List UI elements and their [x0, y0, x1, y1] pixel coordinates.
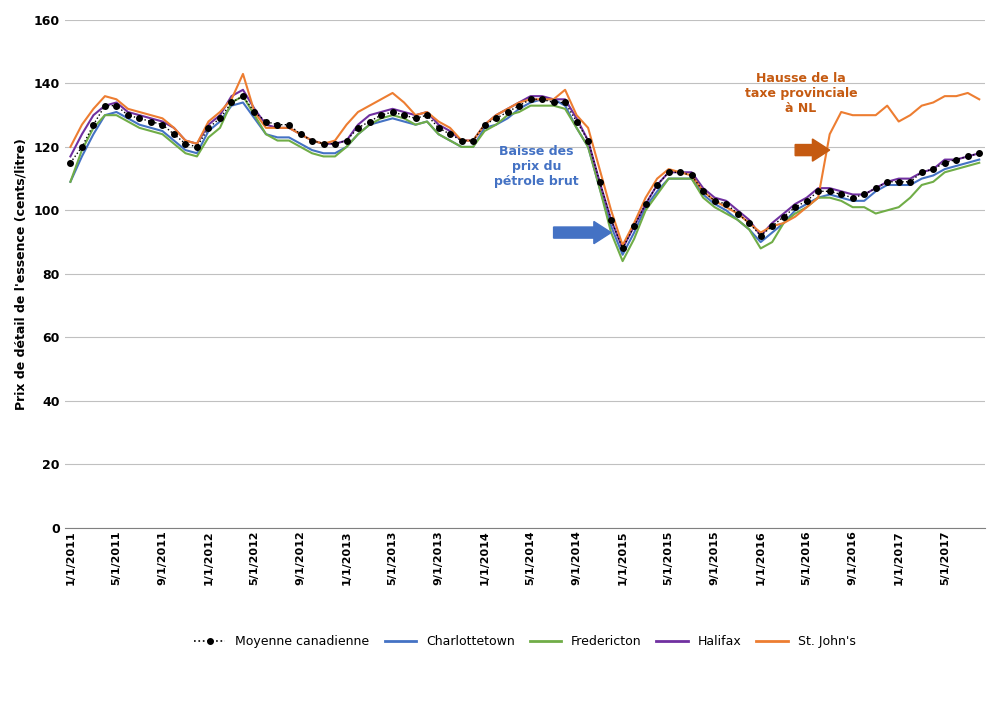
Text: Baisse des
prix du
pétrole brut: Baisse des prix du pétrole brut: [494, 145, 579, 188]
FancyArrow shape: [795, 139, 830, 161]
Y-axis label: Prix de détail de l'essence (cents/litre): Prix de détail de l'essence (cents/litre…: [15, 138, 28, 410]
Legend: Moyenne canadienne, Charlottetown, Fredericton, Halifax, St. John's: Moyenne canadienne, Charlottetown, Frede…: [189, 630, 861, 653]
Text: Hausse de la
taxe provinciale
à NL: Hausse de la taxe provinciale à NL: [745, 72, 857, 115]
FancyArrow shape: [554, 221, 611, 244]
